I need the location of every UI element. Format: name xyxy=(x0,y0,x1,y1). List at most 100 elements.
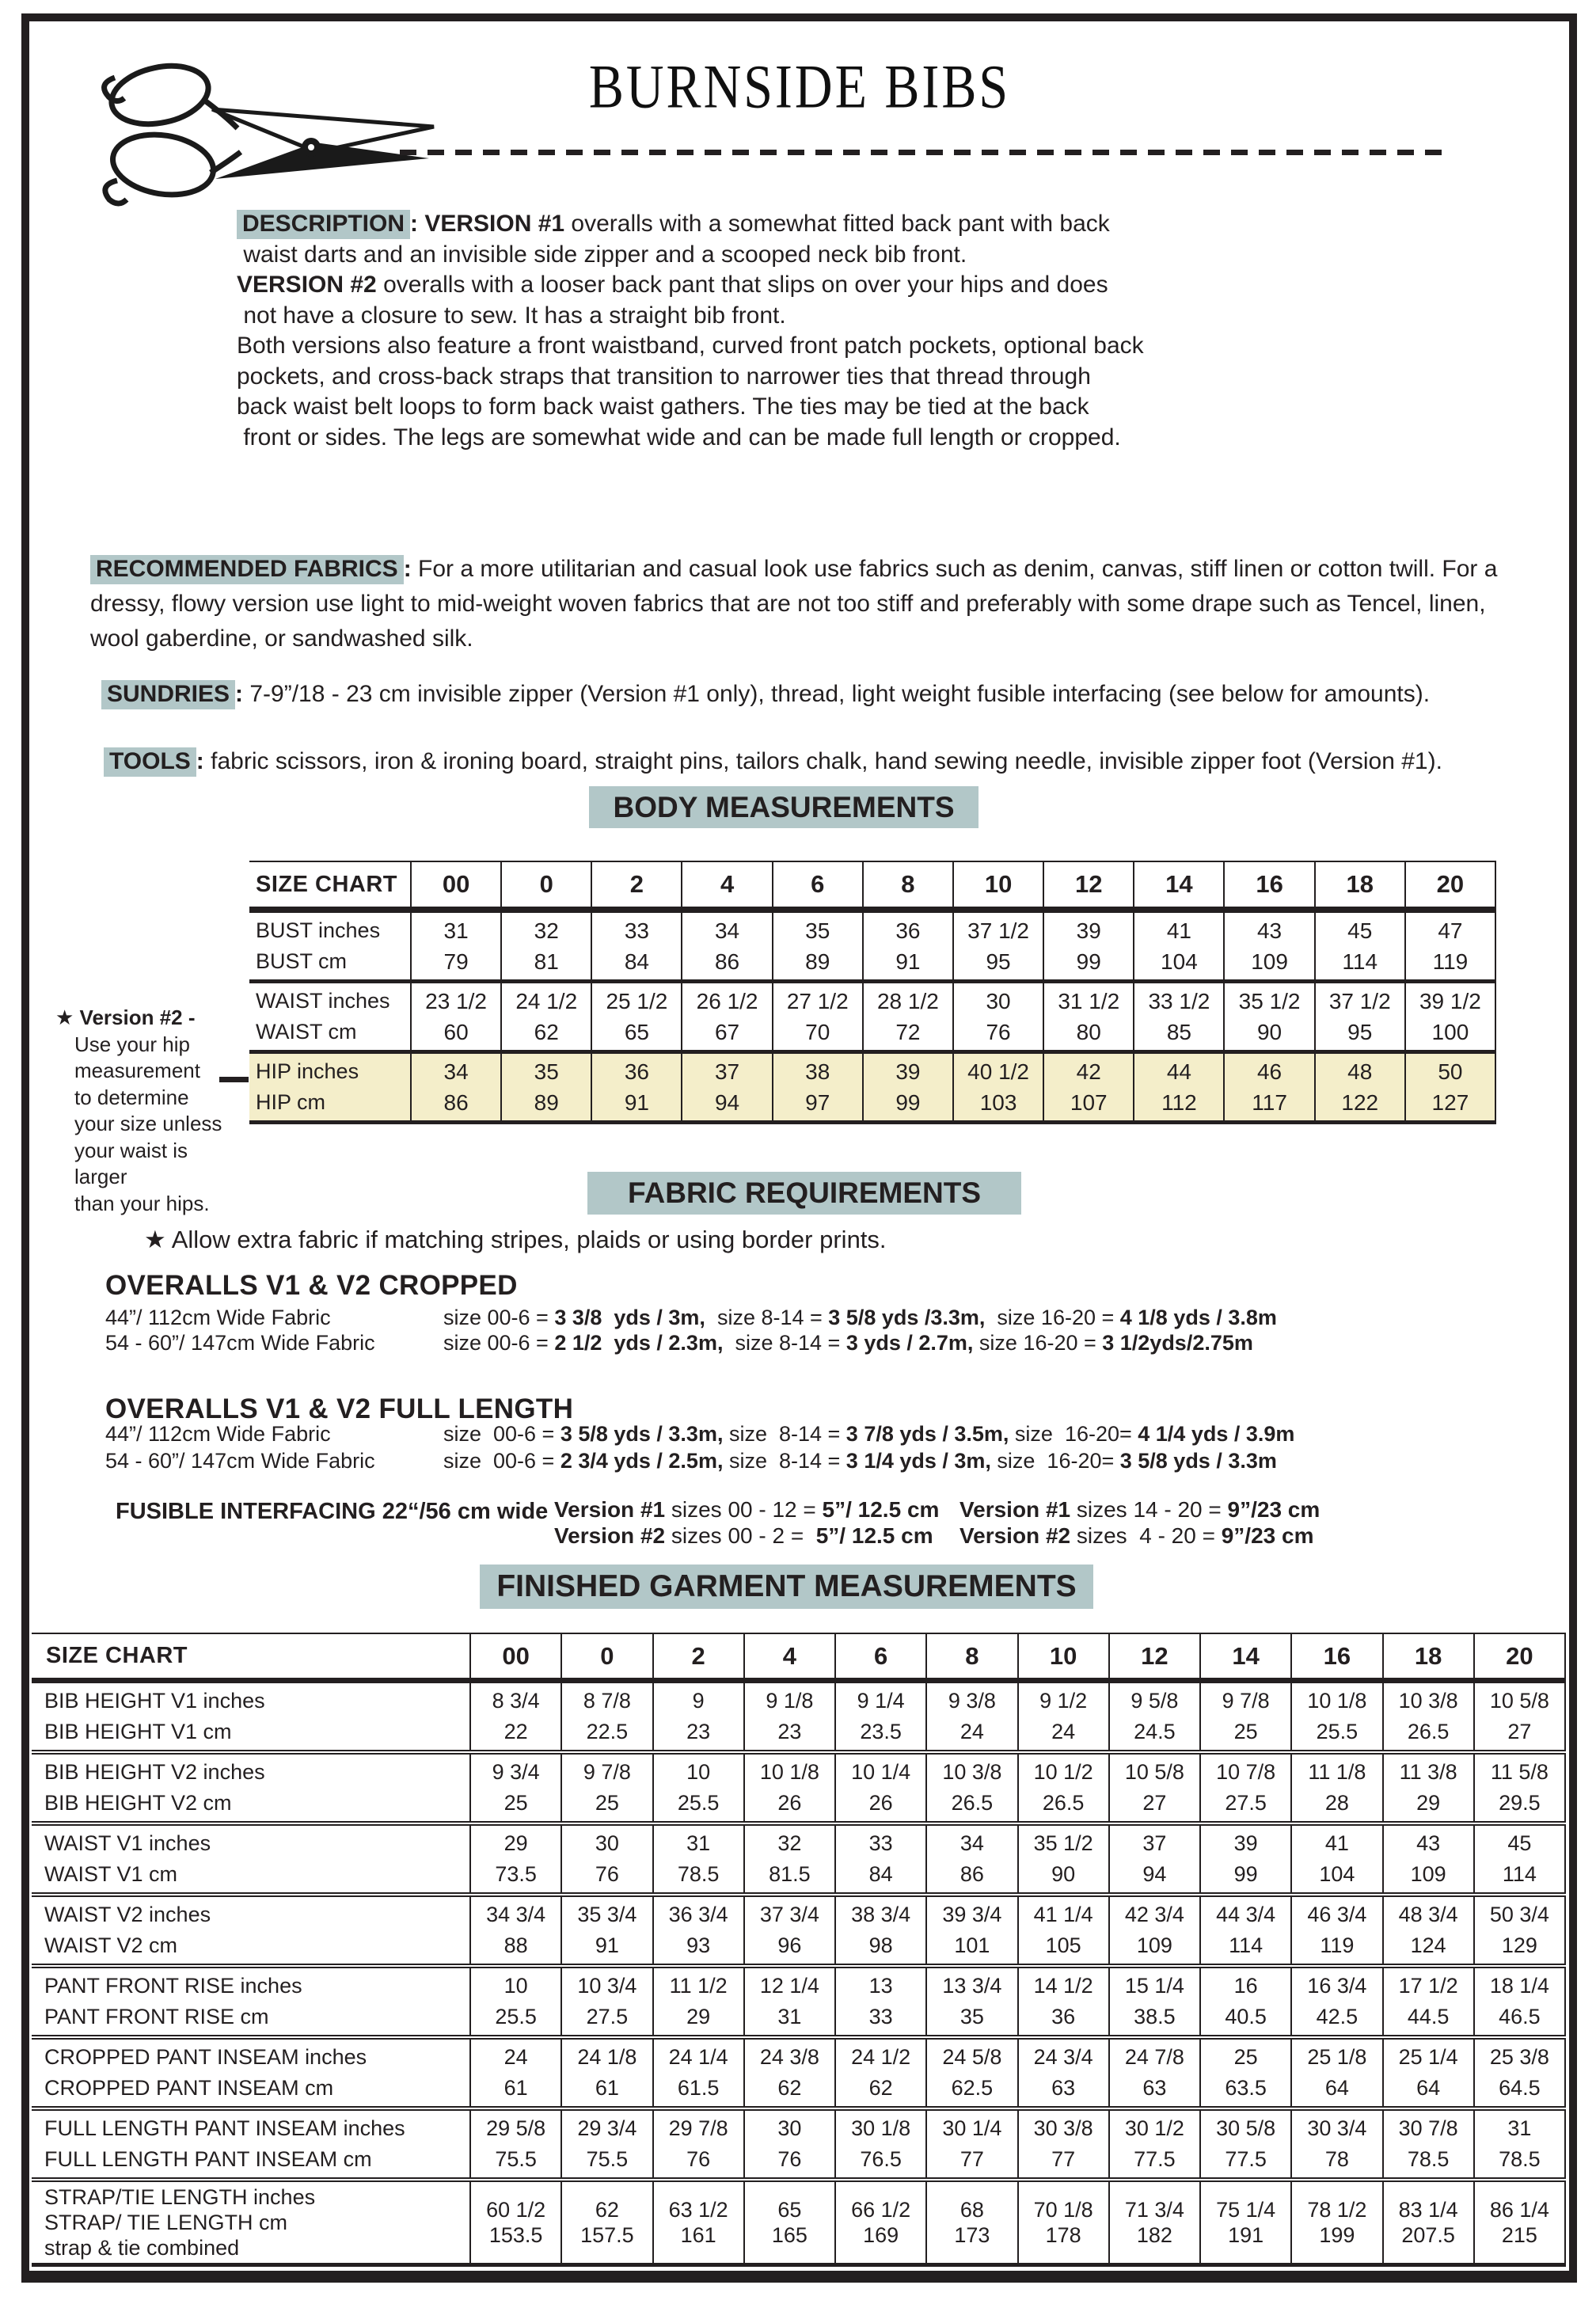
row-label-line: HIP inches xyxy=(256,1059,359,1083)
table-cell: 25 1/2 65 xyxy=(592,983,683,1050)
row-label-line: FULL LENGTH PANT INSEAM cm xyxy=(44,2147,372,2171)
text-segment: sizes 00 - 2 = xyxy=(665,1523,816,1548)
version-note-line: measurement xyxy=(74,1059,200,1082)
size-column-header: 4 xyxy=(682,862,773,907)
table-cell: 16 3/4 42.5 xyxy=(1292,1968,1384,2035)
measurement-value: 119 xyxy=(1320,1933,1355,1957)
fabric-width-label: 54 - 60”/ 147cm Wide Fabric xyxy=(105,1449,375,1473)
measurement-value: 37 1/2 xyxy=(1328,989,1391,1013)
table-cell: 9 23 xyxy=(654,1683,745,1750)
measurement-value: 76 xyxy=(595,1862,619,1886)
row-label-line: CROPPED PANT INSEAM cm xyxy=(44,2076,334,2100)
measurement-value: 75 1/4 xyxy=(1216,2198,1276,2222)
measurement-value: 114 xyxy=(1229,1933,1264,1957)
measurement-value: 62 xyxy=(534,1020,559,1044)
measurement-value: 84 xyxy=(868,1862,893,1886)
table-cell: 43 109 xyxy=(1225,913,1316,979)
measurement-value: 62.5 xyxy=(951,2076,994,2100)
table-cell: 28 1/2 72 xyxy=(864,983,954,1050)
table-cell: 35 1/2 90 xyxy=(1225,983,1316,1050)
measurement-value: 61.5 xyxy=(677,2076,720,2100)
text-segment: sizes 14 - 20 = xyxy=(1070,1497,1228,1522)
table-cell: 25 1/4 64 xyxy=(1384,2040,1475,2106)
row-label-line: WAIST V2 cm xyxy=(44,1933,178,1957)
table-cell: 30 76 xyxy=(745,2111,836,2177)
measurement-value: 24 1/4 xyxy=(668,2045,728,2069)
table-row: BIB HEIGHT V2 inches BIB HEIGHT V2 cm 9 3/… xyxy=(32,1755,1566,1826)
measurement-value: 9 7/8 xyxy=(1222,1689,1270,1713)
measurement-value: 81.5 xyxy=(769,1862,811,1886)
text-segment: 9”/23 cm xyxy=(1227,1497,1320,1522)
measurement-value: 29 xyxy=(686,2005,711,2028)
table-cell: 34 86 xyxy=(682,913,773,979)
measurement-value: 77 xyxy=(960,2147,984,2171)
measurement-value: 81 xyxy=(534,949,559,974)
measurement-value: 36 3/4 xyxy=(668,1903,728,1926)
table-cell: 31 78.5 xyxy=(654,1826,745,1892)
row-label-line: BUST inches xyxy=(256,918,381,942)
measurement-value: 105 xyxy=(1045,1933,1081,1957)
measurement-value: 109 xyxy=(1251,949,1288,974)
text-segment: 3 5/8 yds /3.3m, xyxy=(828,1306,986,1329)
measurement-value: 10 3/8 xyxy=(942,1760,1002,1784)
measurement-value: 50 xyxy=(1438,1059,1463,1084)
text-segment: Both versions also feature a front waist… xyxy=(237,333,1144,359)
table-cell: 9 1/4 23.5 xyxy=(836,1683,928,1750)
table-cell: 11 5/8 29.5 xyxy=(1475,1755,1566,1821)
table-cell: 50 127 xyxy=(1406,1054,1496,1120)
measurement-value: 36 xyxy=(1051,2005,1076,2028)
text-segment: 9”/23 cm xyxy=(1221,1523,1314,1548)
table-cell: 9 3/4 25 xyxy=(471,1755,563,1821)
measurement-value: 30 3/4 xyxy=(1307,2116,1367,2140)
measurement-value: 9 1/8 xyxy=(766,1689,814,1713)
table-cell: 71 3/4 182 xyxy=(1110,2182,1201,2263)
text-segment: 4 1/8 yds / 3.8m xyxy=(1119,1306,1277,1329)
fusible-amount: Version #2 sizes 00 - 2 = 5”/ 12.5 cm xyxy=(554,1523,933,1549)
size-chart-label: SIZE CHART xyxy=(32,1634,471,1678)
measurement-value: 8 7/8 xyxy=(583,1689,631,1713)
measurement-value: 75.5 xyxy=(586,2147,629,2171)
measurement-value: 31 xyxy=(686,1831,711,1855)
table-cell: 17 1/2 44.5 xyxy=(1384,1968,1475,2035)
measurement-value: 36 xyxy=(895,918,921,943)
measurement-value: 77.5 xyxy=(1225,2147,1267,2171)
row-label-line: WAIST V2 inches xyxy=(44,1903,211,1926)
measurement-value: 46 3/4 xyxy=(1307,1903,1367,1926)
measurement-value: 10 xyxy=(686,1760,711,1784)
measurement-value: 11 3/8 xyxy=(1399,1760,1457,1784)
measurement-value: 112 xyxy=(1161,1090,1197,1115)
measurement-value: 161 xyxy=(680,2223,716,2247)
table-cell: 9 7/8 25 xyxy=(562,1755,654,1821)
text-segment: 4 1/4 yds / 3.9m xyxy=(1138,1422,1295,1446)
measurement-value: 22.5 xyxy=(586,1720,629,1743)
text-segment: 3 yds / 2.7m, xyxy=(846,1331,974,1355)
row-label-cell: HIP inches HIP cm xyxy=(249,1054,412,1120)
table-cell: 10 3/8 26.5 xyxy=(1384,1683,1475,1750)
fabric-yardage-value: size 00-6 = 3 3/8 yds / 3m, size 8-14 = … xyxy=(443,1306,1277,1330)
measurement-value: 93 xyxy=(686,1933,711,1957)
table-cell: 31 79 xyxy=(412,913,503,979)
table-cell: 46 117 xyxy=(1225,1054,1316,1120)
text-segment: overalls with a looser back pant that sl… xyxy=(376,272,1108,298)
measurement-value: 91 xyxy=(595,1933,619,1957)
measurement-value: 26.5 xyxy=(1407,1720,1450,1743)
table-cell: 30 7/8 78.5 xyxy=(1384,2111,1475,2177)
table-cell: 34 3/4 88 xyxy=(471,1897,563,1964)
table-cell: 35 89 xyxy=(502,1054,593,1120)
text-segment: Version #1 xyxy=(960,1497,1071,1522)
size-column-header: 6 xyxy=(773,862,864,907)
measurement-value: 24 5/8 xyxy=(942,2045,1002,2069)
measurement-value: 95 xyxy=(986,949,1011,974)
table-cell: 45 114 xyxy=(1475,1826,1566,1892)
measurement-value: 70 1/8 xyxy=(1033,2198,1093,2222)
measurement-value: 45 xyxy=(1507,1831,1532,1855)
measurement-value: 80 xyxy=(1076,1020,1101,1044)
measurement-value: 104 xyxy=(1319,1862,1355,1886)
measurement-value: 76 xyxy=(777,2147,802,2171)
version-note-title: ★ Version #2 - xyxy=(55,1005,245,1032)
text-segment: - xyxy=(182,1006,196,1029)
table-cell: 35 1/2 90 xyxy=(1019,1826,1110,1892)
measurement-value: 10 3/8 xyxy=(1398,1689,1458,1713)
measurement-value: 27.5 xyxy=(586,2005,629,2028)
table-cell: 10 3/8 26.5 xyxy=(927,1755,1019,1821)
